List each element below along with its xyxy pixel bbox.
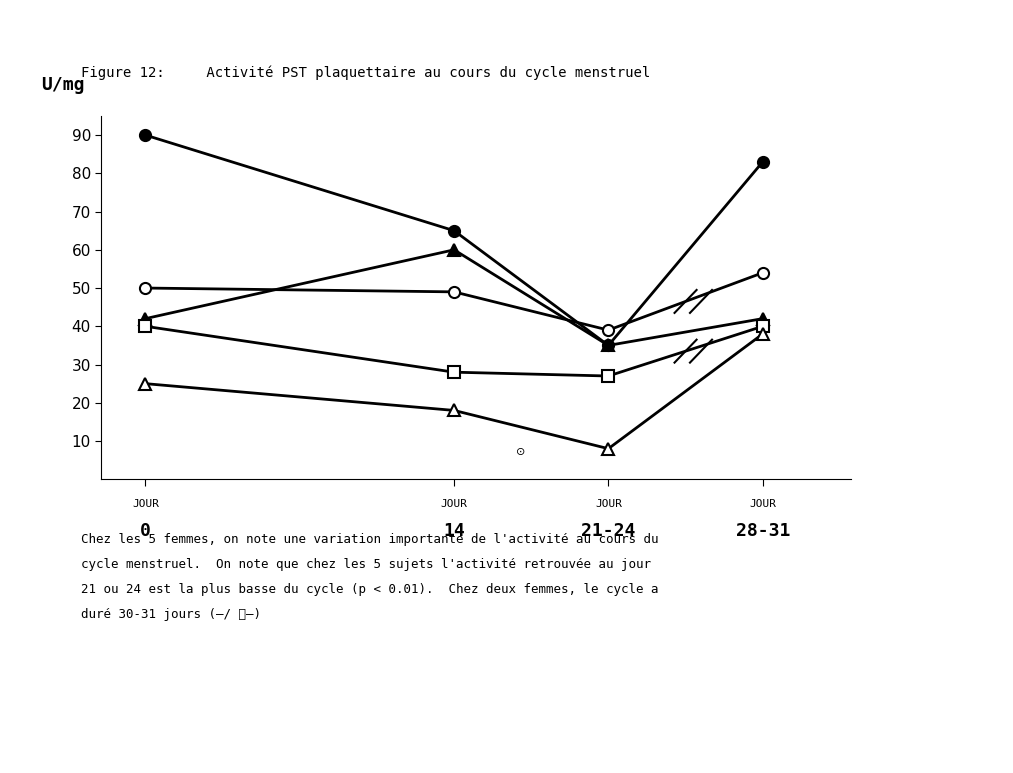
Text: JOUR: JOUR	[132, 499, 159, 509]
Text: cycle menstruel.  On note que chez les 5 sujets l'activité retrouvée au jour: cycle menstruel. On note que chez les 5 …	[81, 558, 651, 571]
Text: JOUR: JOUR	[441, 499, 468, 509]
Text: duré 30-31 jours (—/ ⎯—): duré 30-31 jours (—/ ⎯—)	[81, 608, 261, 621]
Text: 21 ou 24 est la plus basse du cycle (p < 0.01).  Chez deux femmes, le cycle a: 21 ou 24 est la plus basse du cycle (p <…	[81, 583, 658, 596]
Text: Activité PST plaquettaire au cours du cycle menstruel: Activité PST plaquettaire au cours du cy…	[198, 66, 649, 80]
Text: 14: 14	[443, 522, 465, 540]
Text: ⊙: ⊙	[516, 448, 525, 458]
Text: 0: 0	[140, 522, 151, 540]
Text: Figure 12:: Figure 12:	[81, 66, 165, 80]
Text: Chez les 5 femmes, on note une variation importante de l'activité au cours du: Chez les 5 femmes, on note une variation…	[81, 533, 658, 547]
Text: 28-31: 28-31	[735, 522, 790, 540]
Text: U/mg: U/mg	[42, 77, 85, 94]
Text: JOUR: JOUR	[595, 499, 622, 509]
Text: JOUR: JOUR	[750, 499, 776, 509]
Text: 21-24: 21-24	[581, 522, 635, 540]
